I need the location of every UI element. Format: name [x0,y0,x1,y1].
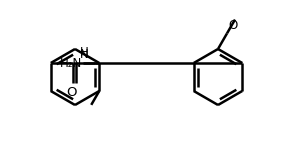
Text: O: O [66,86,77,99]
Text: H: H [79,46,88,59]
Text: H₂N: H₂N [60,56,82,70]
Text: O: O [228,19,237,32]
Text: N: N [79,48,88,61]
